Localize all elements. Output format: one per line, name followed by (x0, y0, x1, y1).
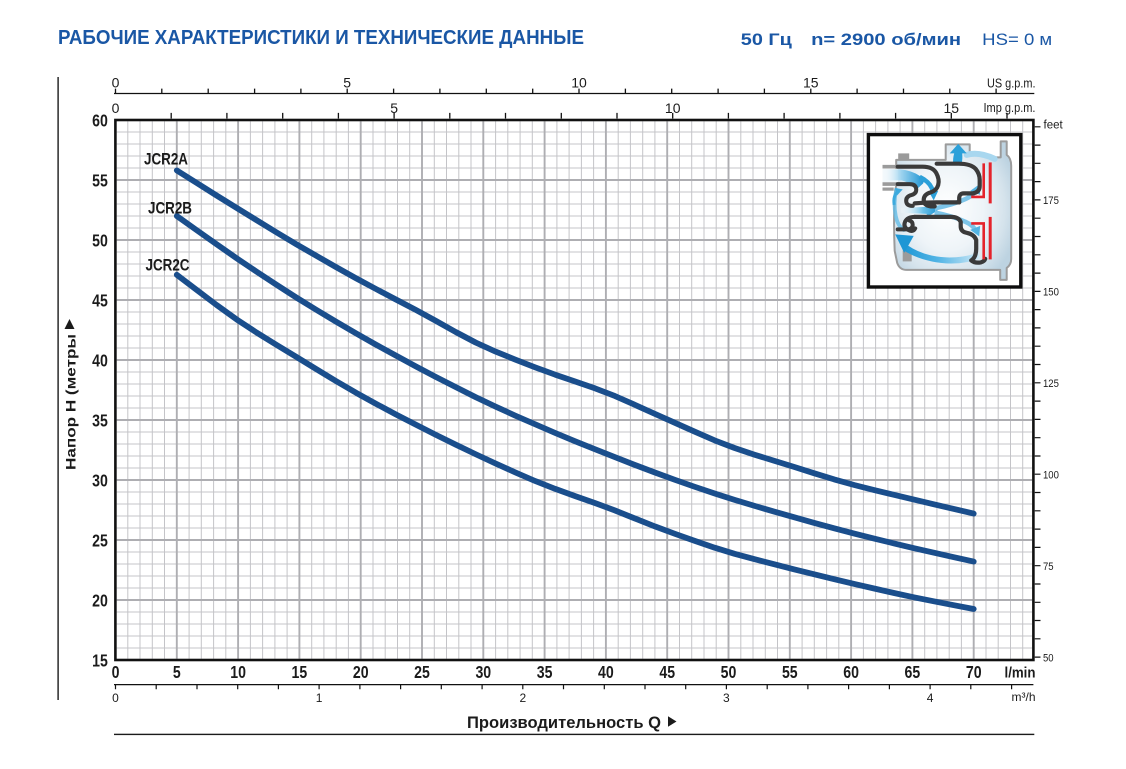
svg-text:175: 175 (1043, 195, 1059, 207)
svg-text:40: 40 (598, 662, 614, 682)
svg-text:55: 55 (92, 170, 108, 190)
svg-text:2: 2 (519, 691, 526, 705)
svg-text:50 Гц: 50 Гц (741, 30, 793, 49)
svg-text:3: 3 (723, 691, 730, 705)
svg-text:JCR2B: JCR2B (148, 199, 192, 218)
svg-text:15: 15 (292, 662, 308, 682)
svg-text:15: 15 (92, 650, 108, 670)
svg-text:n= 2900 об/мин: n= 2900 об/мин (811, 30, 961, 49)
svg-text:35: 35 (92, 410, 108, 430)
svg-text:0: 0 (112, 662, 120, 682)
svg-text:50: 50 (1043, 652, 1054, 664)
svg-text:25: 25 (414, 662, 430, 682)
svg-text:25: 25 (92, 530, 108, 550)
svg-text:JCR2A: JCR2A (144, 150, 188, 169)
svg-text:15: 15 (803, 74, 819, 90)
svg-text:Напор H (метры: Напор H (метры (64, 334, 79, 470)
svg-text:15: 15 (944, 100, 960, 116)
svg-text:5: 5 (173, 662, 181, 682)
svg-text:50: 50 (721, 662, 737, 682)
svg-text:45: 45 (92, 290, 108, 310)
svg-text:30: 30 (92, 470, 108, 490)
svg-text:10: 10 (571, 74, 587, 90)
svg-text:1: 1 (316, 691, 323, 705)
svg-text:5: 5 (343, 74, 351, 90)
svg-text:US g.p.m.: US g.p.m. (987, 75, 1036, 90)
svg-text:0: 0 (112, 691, 119, 705)
svg-text:65: 65 (905, 662, 921, 682)
svg-text:55: 55 (782, 662, 798, 682)
svg-text:50: 50 (92, 230, 108, 250)
svg-text:45: 45 (659, 662, 675, 682)
svg-text:35: 35 (537, 662, 553, 682)
svg-text:10: 10 (230, 662, 246, 682)
svg-text:РАБОЧИЕ ХАРАКТЕРИСТИКИ И ТЕХНИ: РАБОЧИЕ ХАРАКТЕРИСТИКИ И ТЕХНИЧЕСКИЕ ДАН… (58, 27, 584, 49)
svg-text:70: 70 (966, 662, 982, 682)
svg-text:m³/h: m³/h (1012, 690, 1036, 704)
svg-text:20: 20 (353, 662, 369, 682)
svg-text:HS= 0 м: HS= 0 м (982, 30, 1052, 49)
svg-text:20: 20 (92, 590, 108, 610)
svg-text:5: 5 (390, 100, 398, 116)
svg-text:JCR2C: JCR2C (146, 256, 190, 275)
svg-text:150: 150 (1043, 287, 1059, 299)
svg-text:Imp g.p.m.: Imp g.p.m. (984, 100, 1036, 115)
svg-text:4: 4 (927, 691, 934, 705)
svg-text:125: 125 (1043, 378, 1059, 390)
svg-text:30: 30 (475, 662, 491, 682)
svg-text:l/min: l/min (1005, 664, 1036, 681)
svg-text:60: 60 (843, 662, 859, 682)
svg-text:feet: feet (1044, 120, 1064, 132)
svg-text:100: 100 (1043, 469, 1059, 481)
svg-text:60: 60 (92, 110, 108, 130)
svg-text:0: 0 (112, 74, 120, 90)
svg-text:0: 0 (112, 100, 120, 116)
svg-text:40: 40 (92, 350, 108, 370)
svg-text:10: 10 (665, 100, 681, 116)
svg-text:75: 75 (1043, 561, 1054, 573)
svg-text:Производительность Q: Производительность Q (467, 714, 661, 732)
